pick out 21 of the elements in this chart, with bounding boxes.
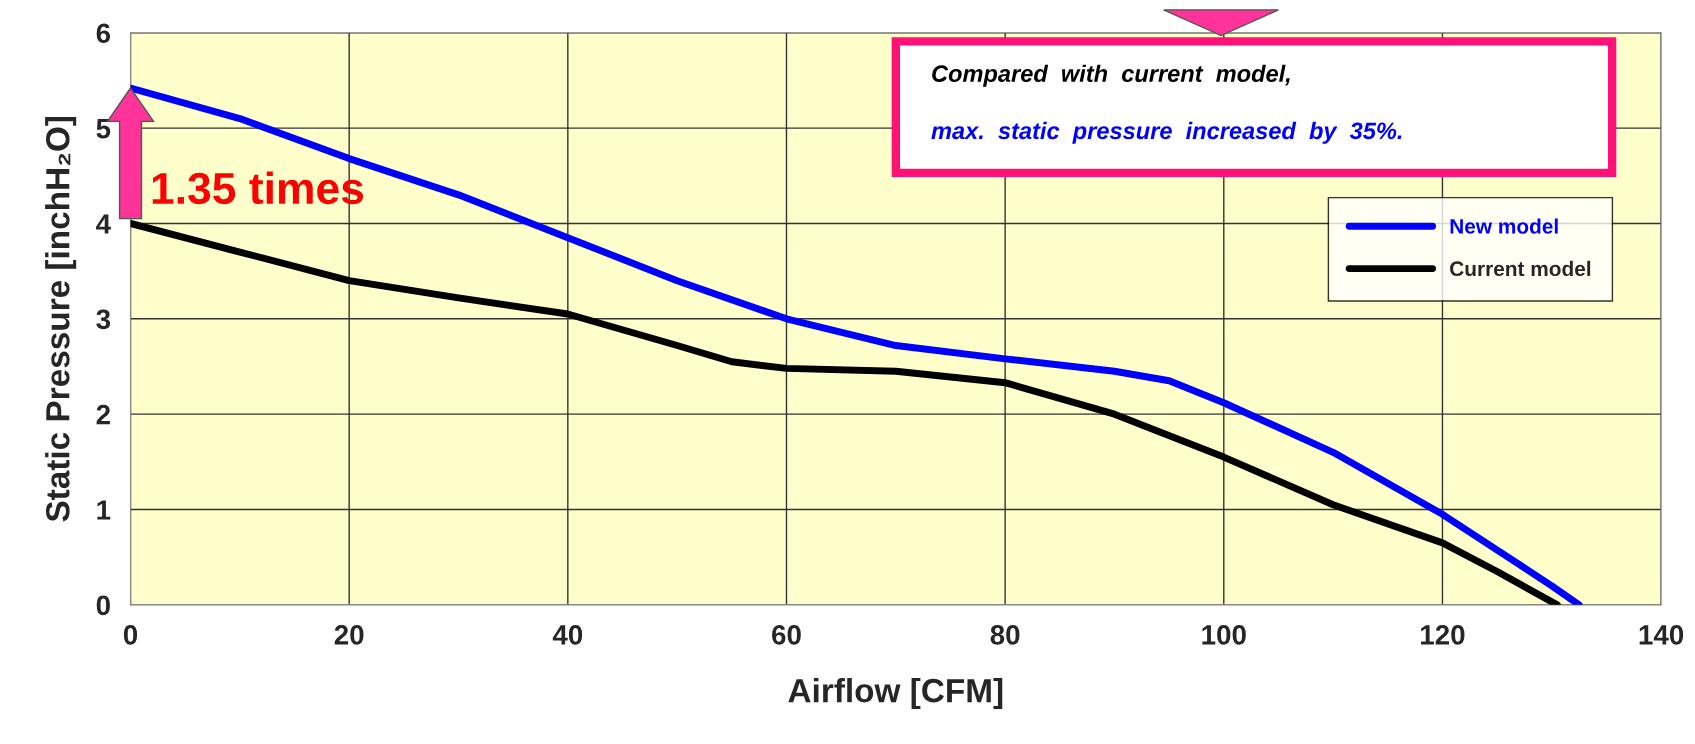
y-tick-label: 1 [97, 500, 111, 520]
legend-label: New model [1450, 218, 1558, 234]
x-tick-label: 40 [552, 625, 583, 645]
x-tick-label: 60 [772, 625, 801, 645]
x-tick-label: 100 [1202, 625, 1246, 645]
y-tick-label: 0 [96, 595, 110, 616]
x-tick-label: 120 [1421, 625, 1465, 645]
y-tick-label: 6 [96, 23, 111, 44]
x-tick-label: 0 [123, 625, 138, 645]
annotation: Compared with current model, [932, 64, 1290, 87]
y-tick-label: 2 [96, 404, 110, 425]
x-tick-label: 140 [1639, 625, 1684, 645]
x-tick-label: 80 [990, 625, 1020, 645]
legend-label: Current model [1450, 260, 1591, 277]
annotation: max. static pressure increased by 35%. [931, 121, 1402, 144]
y-tick-label: 3 [96, 309, 111, 330]
y-tick-label: 4 [96, 214, 111, 234]
y-tick-label: 5 [96, 119, 111, 139]
y-axis-title: Static Pressure [inchH₂O] [45, 116, 77, 522]
x-axis-title: Airflow [CFM] [788, 677, 1003, 710]
x-tick-label: 20 [334, 625, 364, 645]
